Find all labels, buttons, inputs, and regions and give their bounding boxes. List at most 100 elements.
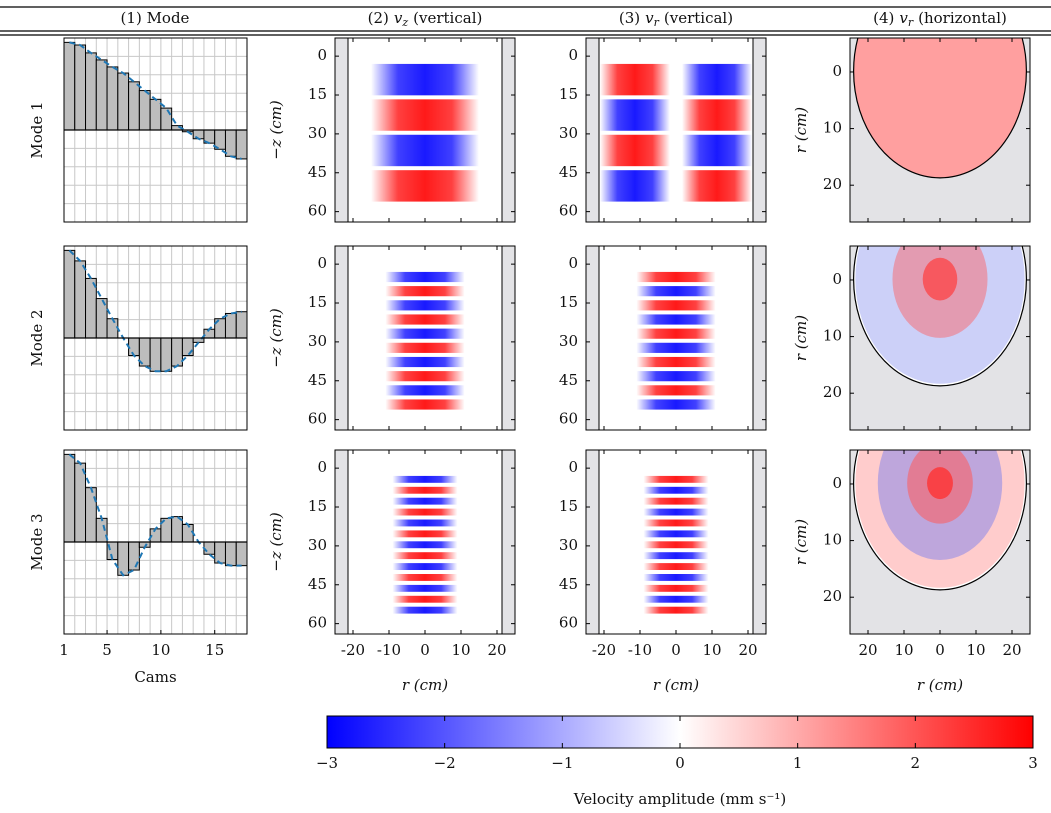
y-tick-label: 0 bbox=[317, 458, 327, 476]
y-tick-label: 0 bbox=[317, 46, 327, 64]
y-tick-label: 45 bbox=[308, 163, 327, 181]
field-band bbox=[636, 271, 716, 283]
colorbar-tick-label: −1 bbox=[551, 754, 573, 772]
field-band bbox=[392, 595, 458, 603]
x-tick-label: -20 bbox=[341, 641, 365, 659]
y-tick-label: 30 bbox=[308, 332, 327, 350]
field-band bbox=[643, 584, 709, 592]
y-tick-label: 30 bbox=[559, 332, 578, 350]
wall bbox=[753, 246, 766, 430]
y-tick-label: 15 bbox=[559, 293, 578, 311]
x-tick-label: 0 bbox=[935, 641, 945, 659]
field-band bbox=[371, 99, 479, 131]
tank-outline bbox=[853, 38, 1027, 179]
y-tick-label: 60 bbox=[559, 614, 578, 632]
bar bbox=[171, 337, 183, 367]
x-axis-label: r (cm) bbox=[402, 676, 448, 694]
field-ring bbox=[853, 38, 1027, 178]
field-band bbox=[682, 99, 752, 131]
x-tick-label: -10 bbox=[377, 641, 401, 659]
heatmap bbox=[335, 246, 515, 430]
bar bbox=[235, 129, 248, 160]
bar bbox=[149, 98, 162, 131]
y-tick-label: 45 bbox=[308, 575, 327, 593]
field-ring bbox=[927, 467, 953, 500]
bar bbox=[106, 66, 119, 131]
bar bbox=[160, 107, 173, 131]
y-tick-label: 60 bbox=[308, 614, 327, 632]
header-number: (3) bbox=[619, 9, 640, 27]
field-band bbox=[636, 399, 716, 410]
field-band bbox=[600, 63, 670, 96]
field-band bbox=[392, 552, 458, 560]
bar bbox=[192, 129, 205, 140]
field-band bbox=[385, 328, 465, 339]
wall bbox=[586, 450, 599, 634]
bar bbox=[85, 487, 97, 543]
field-band bbox=[392, 563, 458, 571]
header-subscript: r bbox=[908, 16, 914, 29]
fit-line bbox=[68, 453, 242, 577]
bar bbox=[106, 318, 119, 339]
field-band bbox=[643, 530, 709, 538]
header-number: (2) bbox=[368, 9, 389, 27]
bar bbox=[128, 541, 140, 571]
field-ring bbox=[855, 246, 1025, 384]
column-header: (3) vr (vertical) bbox=[619, 9, 733, 29]
colorbar-tick-label: 2 bbox=[911, 754, 921, 772]
colorbar-tick-label: 1 bbox=[793, 754, 803, 772]
field-band bbox=[385, 286, 465, 297]
x-tick-label: 0 bbox=[420, 641, 430, 659]
tank-outline bbox=[853, 246, 1027, 387]
bar bbox=[63, 453, 76, 543]
field-band bbox=[643, 475, 709, 483]
field-band bbox=[392, 486, 458, 494]
y-tick-label: 30 bbox=[559, 124, 578, 142]
bar bbox=[235, 311, 248, 339]
x-tick-label: 5 bbox=[102, 641, 112, 659]
field-band bbox=[385, 356, 465, 368]
bar bbox=[85, 52, 97, 131]
colorbar-tick-label: −3 bbox=[316, 754, 338, 772]
header-subscript: z bbox=[401, 16, 408, 29]
field-band bbox=[643, 508, 709, 516]
y-tick-label: 15 bbox=[308, 293, 327, 311]
tank-outline bbox=[853, 450, 1027, 591]
field-band bbox=[636, 385, 716, 396]
field-band bbox=[636, 286, 716, 297]
colorbar bbox=[326, 715, 1034, 749]
x-tick-label: 20 bbox=[1002, 641, 1021, 659]
field-band bbox=[636, 300, 716, 311]
header-number: (4) bbox=[873, 9, 894, 27]
y-tick-label: 15 bbox=[308, 85, 327, 103]
field-band bbox=[385, 271, 465, 283]
bar bbox=[63, 41, 76, 131]
x-tick-label: 20 bbox=[487, 641, 506, 659]
x-tick-label: 10 bbox=[151, 641, 170, 659]
heatmap bbox=[850, 246, 1030, 430]
y-tick-label: 15 bbox=[308, 497, 327, 515]
field-band bbox=[392, 519, 458, 527]
bar bbox=[74, 44, 87, 131]
x-axis-label: r (cm) bbox=[917, 676, 963, 694]
field-band bbox=[636, 342, 716, 353]
field-ring bbox=[922, 257, 958, 301]
plot-frame bbox=[63, 37, 248, 223]
field-band bbox=[385, 371, 465, 382]
y-tick-label: 0 bbox=[568, 254, 578, 272]
field-band bbox=[392, 530, 458, 538]
column-header: (2) vz (vertical) bbox=[368, 9, 483, 29]
colorbar-tick-label: 3 bbox=[1028, 754, 1038, 772]
y-tick-label: 45 bbox=[308, 371, 327, 389]
x-tick-label: 10 bbox=[966, 641, 985, 659]
plot-frame bbox=[63, 449, 248, 635]
column-header: (4) vr (horizontal) bbox=[873, 9, 1007, 29]
field-band bbox=[392, 497, 458, 505]
x-tick-label: 20 bbox=[738, 641, 757, 659]
y-tick-label: 30 bbox=[559, 536, 578, 554]
column-header: (1) Mode bbox=[121, 9, 190, 27]
y-tick-label: 60 bbox=[308, 202, 327, 220]
header-symbol: v bbox=[899, 9, 908, 27]
field-band bbox=[682, 134, 752, 167]
